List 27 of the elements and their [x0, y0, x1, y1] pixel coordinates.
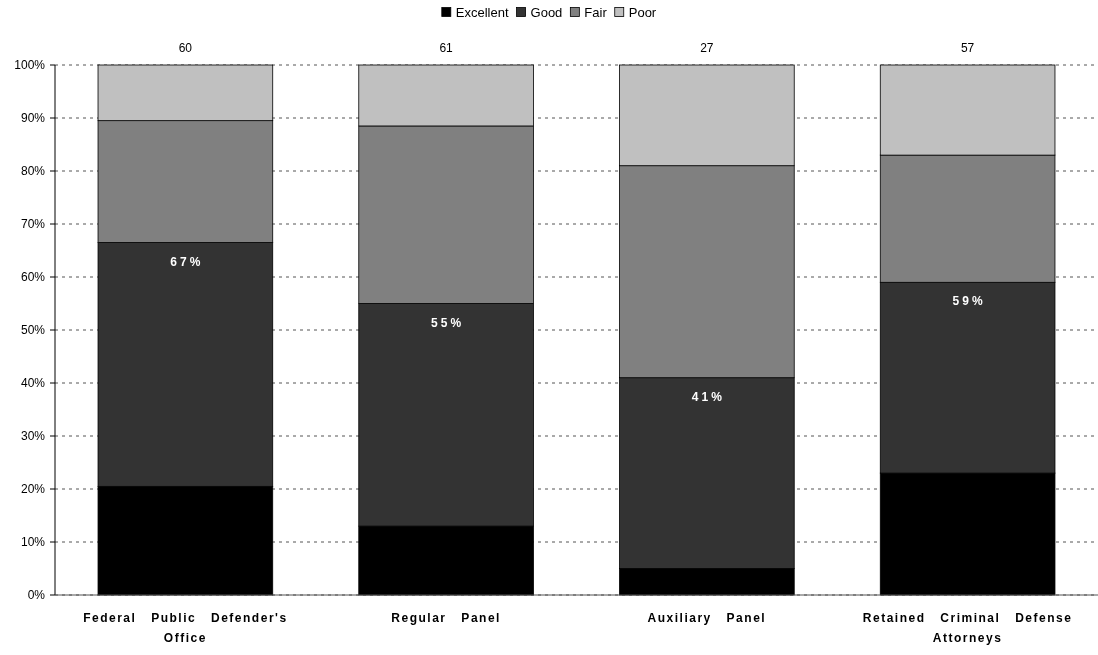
x-tick-label: Federal Public Defender's Office [83, 611, 288, 645]
legend-label: Fair [584, 4, 608, 20]
annotation: 55% [431, 315, 465, 330]
annotation: 60 [178, 41, 193, 55]
y-tick-label: 20% [20, 482, 46, 496]
y-tick-label: 50% [20, 323, 46, 337]
y-tick-label: 40% [20, 376, 46, 390]
annotation: 27 [700, 41, 714, 55]
annotation: 41% [691, 389, 725, 404]
annotation: 59% [952, 294, 986, 309]
annotation: 61 [439, 41, 454, 55]
annotation: 57 [960, 41, 975, 55]
x-tick-label: Regular Panel [391, 611, 501, 625]
y-tick-label: 10% [20, 535, 46, 549]
y-tick-label: 0% [27, 588, 46, 602]
annotation: 67% [170, 254, 204, 269]
legend-label: Excellent [455, 4, 509, 20]
y-tick-label: 80% [20, 164, 46, 178]
y-tick-label: 30% [20, 429, 46, 443]
y-tick-label: 70% [20, 217, 46, 231]
y-tick-label: 90% [20, 111, 46, 125]
y-tick-label: 60% [20, 270, 46, 284]
y-tick-label: 100% [14, 58, 46, 72]
x-tick-label: Retained Criminal Defense Attorneys [862, 611, 1073, 645]
legend-label: Poor [628, 4, 657, 20]
legend-label: Good [530, 4, 563, 20]
x-tick-label: Auxiliary Panel [647, 611, 767, 625]
